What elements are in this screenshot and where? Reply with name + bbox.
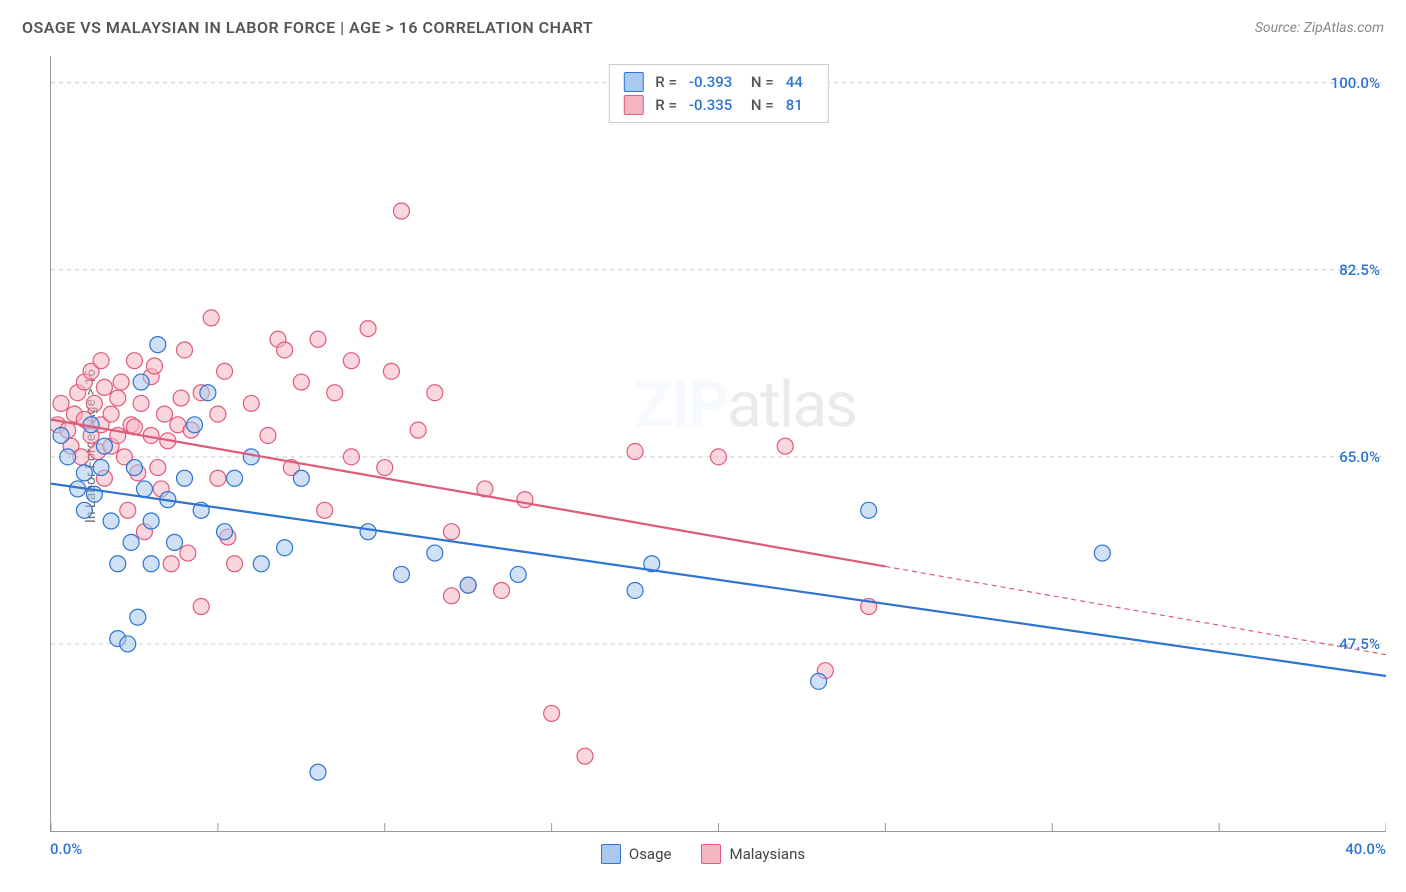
- legend-label: Malaysians: [729, 845, 805, 863]
- corr-n-key: N =: [751, 71, 774, 94]
- y-tick-label: 100.0%: [1331, 74, 1380, 92]
- corr-r-val: -0.335: [689, 94, 739, 117]
- y-tick-label: 65.0%: [1339, 448, 1380, 466]
- correlation-legend: R = -0.393 N = 44 R = -0.335 N = 81: [608, 64, 828, 123]
- legend-item-osage: Osage: [601, 844, 672, 864]
- legend-item-malaysians: Malaysians: [701, 844, 805, 864]
- corr-n-val: 81: [786, 94, 814, 117]
- corr-n-val: 44: [786, 71, 814, 94]
- corr-swatch-icon: [623, 72, 643, 92]
- header-bar: OSAGE VS MALAYSIAN IN LABOR FORCE | AGE …: [22, 18, 1384, 37]
- y-tick-label: 82.5%: [1339, 261, 1380, 279]
- scatter-svg: [51, 56, 1386, 831]
- legend-swatch-icon: [701, 844, 721, 864]
- legend-swatch-icon: [601, 844, 621, 864]
- corr-n-key: N =: [751, 94, 774, 117]
- corr-r-val: -0.393: [689, 71, 739, 94]
- series-legend: Osage Malaysians: [0, 844, 1406, 864]
- corr-r-key: R =: [655, 71, 677, 94]
- chart-title: OSAGE VS MALAYSIAN IN LABOR FORCE | AGE …: [22, 18, 593, 37]
- corr-r-key: R =: [655, 94, 677, 117]
- source-label: Source: ZipAtlas.com: [1255, 20, 1384, 36]
- corr-row-osage: R = -0.393 N = 44: [623, 71, 813, 94]
- corr-swatch-icon: [623, 95, 643, 115]
- legend-label: Osage: [629, 845, 672, 863]
- y-tick-label: 47.5%: [1339, 635, 1380, 653]
- plot-area: R =-0.393N =44R =-0.335N =81 ZIPatlas 47…: [50, 56, 1386, 832]
- corr-row-malaysians: R = -0.335 N = 81: [623, 94, 813, 117]
